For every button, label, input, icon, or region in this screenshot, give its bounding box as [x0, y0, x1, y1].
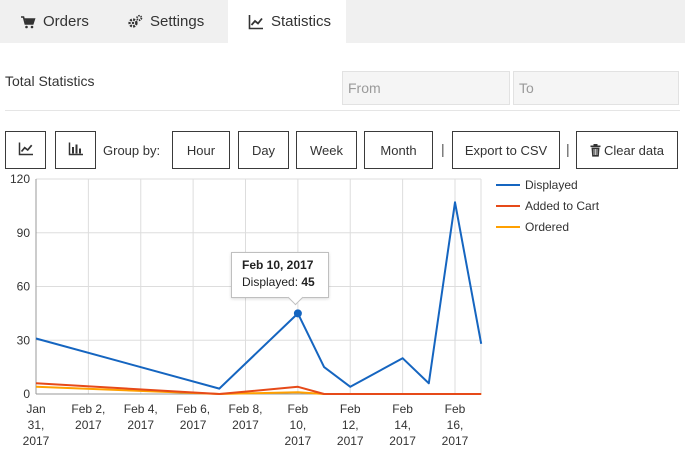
group-by-label: Group by:	[103, 143, 161, 158]
line-chart-icon	[18, 142, 34, 159]
tooltip-value: 45	[301, 275, 315, 289]
separator: |	[566, 141, 570, 157]
line-chart-button[interactable]	[5, 131, 46, 169]
statistics-chart: 0 30 60 90 120 Jan 31, 2017 Feb 2, 2017 Feb 4, 2017…	[10, 172, 483, 448]
legend-swatch	[496, 226, 520, 228]
group-week-button[interactable]: Week	[296, 131, 357, 169]
tooltip-date: Feb 10, 2017	[242, 258, 314, 272]
to-date-input[interactable]	[513, 71, 679, 105]
series-line-added-to-cart	[35, 382, 482, 395]
y-tick-label: 60	[17, 280, 31, 294]
tab-label: Settings	[150, 13, 205, 30]
series-line-displayed	[35, 201, 483, 390]
legend-item-ordered[interactable]: Ordered	[496, 219, 569, 235]
tab-settings[interactable]: Settings	[107, 0, 227, 43]
x-tick-label: Feb 12, 2017	[337, 402, 364, 448]
line-chart-icon	[248, 14, 264, 30]
group-hour-button[interactable]: Hour	[172, 131, 230, 169]
x-tick-label: Feb 16, 2017	[442, 402, 469, 448]
x-tick-label: Feb 14, 2017	[389, 402, 416, 448]
highlighted-data-point	[293, 309, 302, 318]
clear-data-label: Clear data	[604, 142, 664, 158]
legend-swatch	[496, 184, 520, 186]
bar-chart-button[interactable]	[55, 131, 96, 169]
legend-item-added-to-cart[interactable]: Added to Cart	[496, 198, 599, 214]
x-tick-label: Feb 2, 2017	[71, 402, 105, 432]
bar-chart-icon	[68, 142, 84, 159]
chart-tooltip: Feb 10, 2017 Displayed: 45	[231, 252, 329, 298]
tab-label: Statistics	[271, 13, 332, 30]
gears-icon	[127, 14, 143, 30]
y-tick-label: 120	[10, 172, 30, 186]
tab-bar: Orders Settings Statistics	[0, 0, 685, 43]
tab-orders[interactable]: Orders	[0, 0, 110, 43]
y-tick-label: 90	[17, 226, 31, 240]
x-tick-label: Feb 10, 2017	[285, 402, 312, 448]
legend-swatch	[496, 205, 520, 207]
x-tick-label: Feb 4, 2017	[124, 402, 158, 432]
export-csv-button[interactable]: Export to CSV	[452, 131, 560, 169]
trash-icon	[590, 143, 601, 157]
tooltip-series-label: Displayed:	[242, 275, 299, 289]
group-day-button[interactable]: Day	[238, 131, 289, 169]
from-date-input[interactable]	[342, 71, 510, 105]
page-title: Total Statistics	[5, 73, 95, 89]
legend-label: Ordered	[525, 220, 570, 234]
clear-data-button[interactable]: Clear data	[576, 131, 678, 169]
legend-label: Added to Cart	[525, 199, 600, 213]
legend-label: Displayed	[525, 178, 578, 192]
y-tick-label: 30	[17, 333, 31, 347]
x-tick-label: Jan 31, 2017	[23, 402, 50, 448]
x-tick-label: Feb 8, 2017	[228, 402, 262, 432]
tab-statistics[interactable]: Statistics	[228, 0, 346, 43]
tab-label: Orders	[43, 13, 89, 30]
y-tick-label: 0	[23, 387, 30, 401]
divider	[5, 110, 680, 111]
cart-icon	[20, 14, 36, 30]
legend-item-displayed[interactable]: Displayed	[496, 177, 578, 193]
group-month-button[interactable]: Month	[364, 131, 433, 169]
separator: |	[441, 141, 445, 157]
x-tick-label: Feb 6, 2017	[176, 402, 210, 432]
